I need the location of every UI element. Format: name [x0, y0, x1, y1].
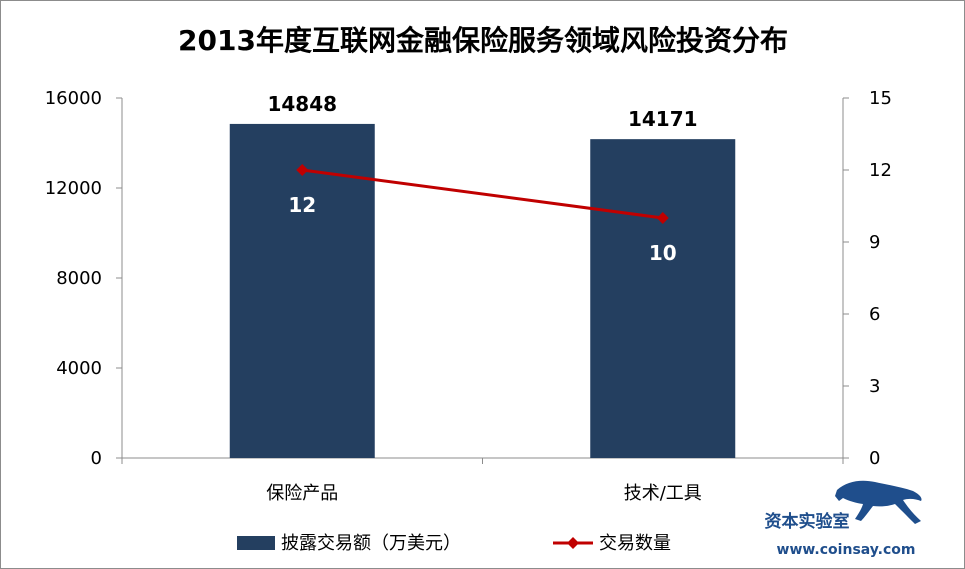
watermark-name: 资本实验室 — [765, 511, 850, 532]
chart-title: 2013年度互联网金融保险服务领域风险投资分布 — [178, 24, 788, 57]
left-axis-tick-label: 0 — [91, 448, 102, 469]
line-series: 12 10 — [288, 164, 677, 265]
left-axis-tick-label: 12000 — [45, 178, 102, 199]
panther-logo-icon — [835, 480, 922, 524]
category-label: 技术/工具 — [624, 483, 702, 504]
legend-swatch-marker — [567, 537, 579, 549]
axes: 0 4000 8000 12000 16000 0 3 6 9 12 15 保险产品 技术/工具 — [45, 88, 892, 504]
line-path — [302, 168, 663, 220]
line-marker — [296, 164, 309, 176]
bar — [590, 139, 736, 458]
right-axis-tick-label: 15 — [869, 88, 892, 109]
right-axis-tick-label: 9 — [869, 232, 880, 253]
right-axis-tick-label: 12 — [869, 160, 892, 181]
left-axis-tick-label: 16000 — [45, 88, 102, 109]
right-axis-tick-label: 0 — [869, 448, 880, 469]
legend-label-line: 交易数量 — [599, 533, 671, 554]
left-axis-tick-label: 8000 — [56, 268, 102, 289]
line-data-label: 12 — [288, 193, 316, 217]
bar-data-label: 14171 — [628, 107, 698, 131]
category-label: 保险产品 — [266, 483, 338, 504]
legend-swatch-bar — [237, 536, 275, 550]
line-data-label: 10 — [649, 241, 677, 265]
legend-label-bar: 披露交易额（万美元） — [281, 533, 461, 554]
right-axis-tick-label: 3 — [869, 376, 880, 397]
bar-series: 14848 14171 — [229, 92, 736, 459]
legend: 披露交易额（万美元） 交易数量 — [237, 533, 671, 554]
left-axis-tick-label: 4000 — [56, 358, 102, 379]
bar — [229, 123, 375, 459]
watermark: 资本实验室 www.coinsay.com — [765, 480, 922, 558]
watermark-url: www.coinsay.com — [777, 542, 916, 558]
line-marker — [656, 212, 669, 224]
bar-data-label: 14848 — [267, 92, 337, 116]
right-axis-tick-label: 6 — [869, 304, 880, 325]
